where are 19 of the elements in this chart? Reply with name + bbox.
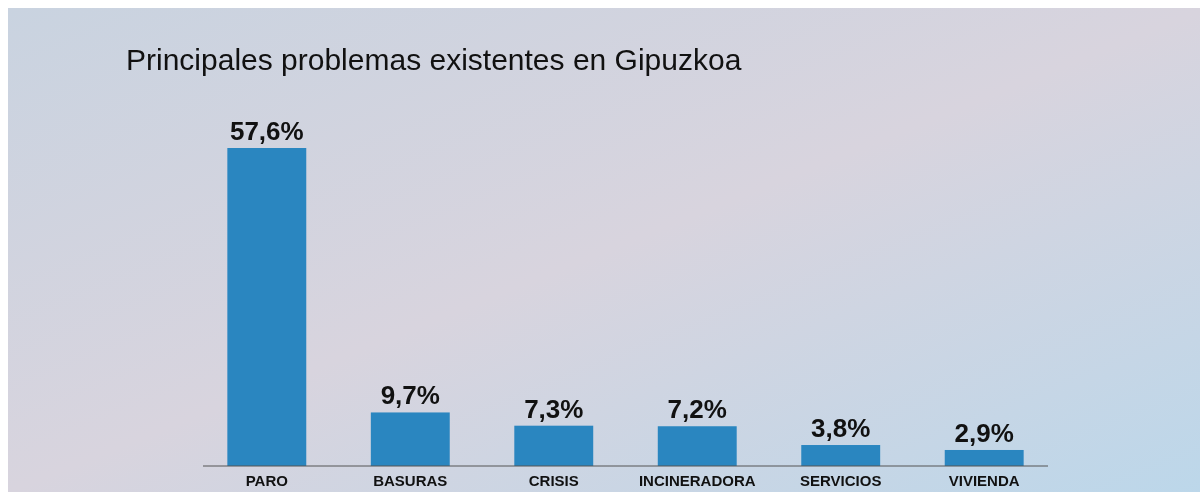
bar xyxy=(370,412,450,466)
x-tick-label: CRISIS xyxy=(528,472,579,489)
x-tick-label: SERVICIOS xyxy=(800,472,882,489)
x-tick-label: VIVIENDA xyxy=(948,472,1020,489)
bar xyxy=(944,449,1024,466)
bar xyxy=(657,426,737,466)
bar xyxy=(227,148,307,466)
data-label: 9,7% xyxy=(380,380,440,411)
data-label: 7,3% xyxy=(524,393,584,424)
data-label: 7,2% xyxy=(667,394,727,425)
bar xyxy=(801,445,881,466)
x-tick-label: PARO xyxy=(245,472,289,489)
chart-title: Principales problemas existentes en Gipuzkoa xyxy=(126,43,742,76)
x-tick-label: BASURAS xyxy=(373,472,448,489)
x-tick-label: INCINERADORA xyxy=(638,472,756,489)
data-label: 57,6% xyxy=(229,116,304,146)
bar xyxy=(514,425,594,466)
data-label: 3,8% xyxy=(811,413,871,444)
data-label: 2,9% xyxy=(954,417,1014,448)
